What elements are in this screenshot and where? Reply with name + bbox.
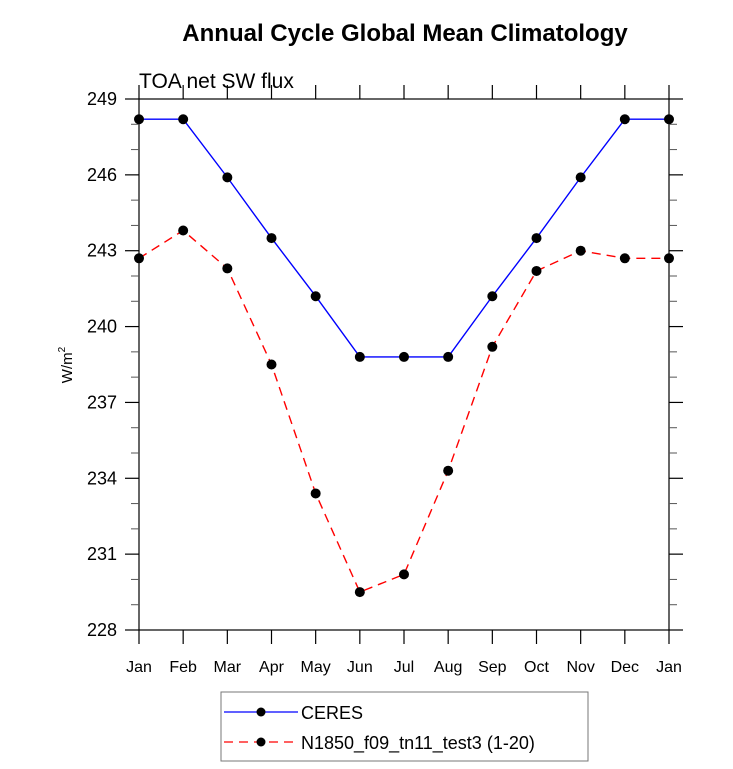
series-line-model	[138, 229, 669, 593]
legend-marker-ceres	[256, 707, 266, 717]
data-point-ceres	[619, 114, 630, 125]
data-point-ceres	[354, 351, 365, 362]
axes: 228 231 234 237 240 243 246 249 Jan Feb Mar Apr May J…	[87, 85, 683, 676]
data-point-model	[178, 225, 189, 236]
data-point-ceres	[266, 233, 277, 244]
data-point-ceres	[134, 114, 144, 125]
chart-subtitle: TOA net SW flux	[139, 70, 294, 93]
y-tick-label: 237	[87, 392, 117, 412]
data-point-model	[354, 587, 365, 598]
x-tick-label: Jun	[347, 659, 373, 676]
data-point-model	[310, 488, 321, 499]
data-point-model	[619, 253, 630, 264]
data-point-ceres	[531, 233, 542, 244]
data-point-model	[531, 265, 542, 276]
data-point-model	[487, 341, 498, 352]
x-tick-label: Mar	[214, 659, 242, 676]
data-point-ceres	[487, 291, 498, 302]
data-point-model	[222, 263, 233, 274]
y-tick-label: 228	[87, 620, 117, 640]
data-point-model	[399, 569, 409, 580]
data-point-ceres	[222, 172, 233, 183]
y-tick-label: 231	[87, 544, 117, 564]
y-tick-label: 243	[87, 241, 117, 261]
data-point-model	[134, 253, 144, 264]
x-tick-label: Dec	[611, 659, 639, 676]
y-axis-label-superscript: 2	[57, 346, 68, 352]
x-tick-label: Sep	[478, 659, 507, 676]
y-tick-label: 240	[87, 317, 117, 337]
series-line-ceres	[139, 118, 669, 358]
y-tick-label: 246	[87, 165, 117, 185]
y-tick-label: 234	[87, 468, 117, 488]
x-tick-label: Apr	[259, 659, 285, 676]
x-tick-label: Jan	[656, 659, 682, 676]
x-tick-label: Jul	[394, 659, 414, 676]
chart-title: Annual Cycle Global Mean Climatology	[182, 20, 628, 47]
legend-box	[220, 691, 589, 762]
legend-marker-model	[256, 737, 266, 747]
x-tick-label: Jan	[126, 659, 152, 676]
legend: CERES N1850_f09_tn11_test3 (1-20)	[220, 691, 589, 762]
data-point-ceres	[575, 172, 586, 183]
y-axis-label-text: W/m	[59, 352, 76, 383]
data-point-model	[443, 465, 454, 476]
svg-text:W/m2: W/m2	[57, 346, 76, 383]
x-tick-label: Oct	[524, 659, 549, 676]
data-point-ceres	[443, 351, 454, 362]
legend-label-model: N1850_f09_tn11_test3 (1-20)	[301, 733, 535, 754]
data-point-ceres	[178, 114, 189, 125]
data-point-ceres	[399, 351, 409, 362]
series-layer	[134, 114, 674, 598]
x-tick-label: Feb	[169, 659, 197, 676]
x-tick-label: Nov	[566, 659, 594, 676]
data-point-ceres	[664, 114, 674, 125]
data-point-model	[575, 245, 586, 256]
data-point-model	[266, 359, 277, 370]
x-tick-label: Aug	[434, 659, 462, 676]
data-point-model	[664, 253, 674, 264]
legend-label-ceres: CERES	[301, 703, 363, 723]
plot-frame	[138, 98, 670, 631]
y-axis-label: W/m2	[57, 346, 76, 383]
data-point-ceres	[310, 291, 321, 302]
y-tick-label: 249	[87, 89, 117, 109]
x-tick-label: May	[301, 659, 331, 676]
